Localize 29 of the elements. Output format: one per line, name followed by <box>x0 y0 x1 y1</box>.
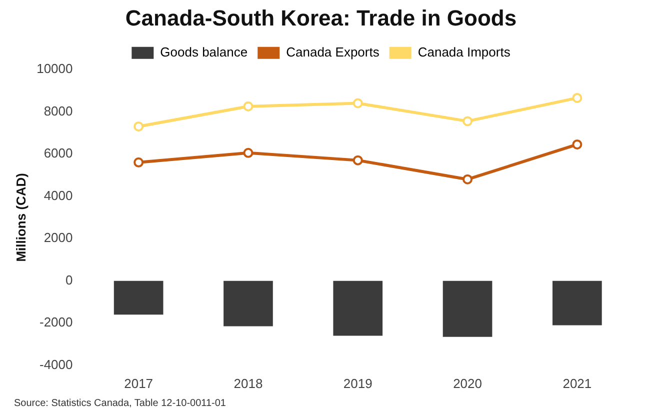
y-tick-label: 4000 <box>44 188 73 203</box>
point <box>134 121 144 132</box>
point <box>243 148 254 158</box>
y-tick-label: 6000 <box>44 146 73 161</box>
x-tick-label: 2017 <box>124 376 154 391</box>
y-tick-label: 2000 <box>44 230 73 246</box>
y-tick-label: -4000 <box>40 356 73 372</box>
point <box>462 174 473 184</box>
point <box>352 98 363 108</box>
y-tick-label: 8000 <box>44 103 73 118</box>
x-tick-label: 2018 <box>234 376 263 391</box>
y-axis-title: Millions (CAD) <box>13 172 28 262</box>
y-tick-label: -2000 <box>40 314 73 330</box>
x-tick-label: 2021 <box>562 376 592 391</box>
point <box>243 101 254 112</box>
point <box>134 157 144 168</box>
point <box>352 155 363 166</box>
y-tick-label: 0 <box>66 272 73 288</box>
y-tick-label: 10000 <box>36 60 73 76</box>
legend-label: Canada Imports <box>418 44 511 60</box>
legend-label: Goods balance <box>160 44 248 60</box>
point <box>572 139 582 150</box>
x-tick-label: 2020 <box>453 376 482 391</box>
legend-label: Canada Exports <box>286 44 380 60</box>
source-note: Source: Statistics Canada, Table 12-10-0011-01 <box>14 398 226 409</box>
chart-title: Canada-South Korea: Trade in Goods <box>125 5 517 30</box>
point <box>462 116 473 126</box>
point <box>572 92 582 103</box>
x-tick-label: 2019 <box>343 376 372 391</box>
